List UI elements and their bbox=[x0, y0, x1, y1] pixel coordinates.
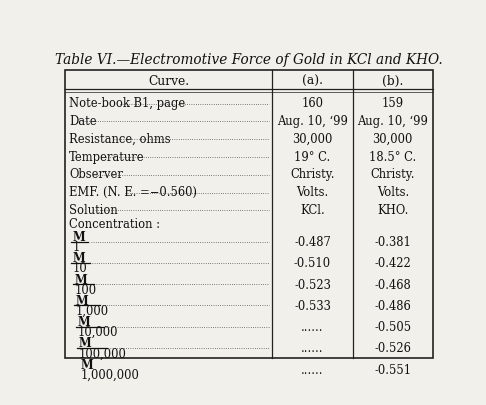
Text: EMF. (N. E. =−0.560): EMF. (N. E. =−0.560) bbox=[69, 186, 197, 199]
Text: -0.526: -0.526 bbox=[374, 341, 411, 354]
Text: 1,000: 1,000 bbox=[76, 304, 109, 317]
Text: Aug. 10, ‘99: Aug. 10, ‘99 bbox=[357, 115, 428, 128]
Text: Curve.: Curve. bbox=[148, 75, 190, 88]
Text: -0.551: -0.551 bbox=[374, 363, 411, 376]
Text: -0.468: -0.468 bbox=[374, 278, 411, 291]
Text: 10,000: 10,000 bbox=[77, 325, 118, 338]
Text: -0.486: -0.486 bbox=[374, 299, 411, 312]
Text: -0.523: -0.523 bbox=[294, 278, 331, 291]
Text: Aug. 10, ‘99: Aug. 10, ‘99 bbox=[277, 115, 348, 128]
Text: M: M bbox=[73, 230, 86, 243]
Text: -0.381: -0.381 bbox=[374, 235, 411, 248]
Text: -0.487: -0.487 bbox=[294, 235, 331, 248]
Text: Christy.: Christy. bbox=[370, 168, 415, 181]
Text: 18.5° C.: 18.5° C. bbox=[369, 150, 417, 163]
Text: (a).: (a). bbox=[302, 75, 323, 88]
Text: -0.422: -0.422 bbox=[374, 257, 411, 270]
Text: ......: ...... bbox=[301, 341, 324, 354]
Text: 1,000,000: 1,000,000 bbox=[80, 368, 139, 381]
Text: 1: 1 bbox=[73, 241, 80, 254]
Text: Observer: Observer bbox=[69, 168, 123, 181]
Text: 19° C.: 19° C. bbox=[295, 150, 330, 163]
Text: ......: ...... bbox=[301, 320, 324, 333]
Text: 160: 160 bbox=[301, 97, 324, 110]
Text: 100,000: 100,000 bbox=[79, 347, 127, 360]
Text: (b).: (b). bbox=[382, 75, 403, 88]
Text: Volts.: Volts. bbox=[296, 186, 329, 199]
Text: M: M bbox=[79, 337, 91, 350]
Text: -0.505: -0.505 bbox=[374, 320, 411, 333]
Text: 30,000: 30,000 bbox=[293, 132, 333, 145]
Text: M: M bbox=[77, 315, 90, 328]
Text: Concentration :: Concentration : bbox=[69, 217, 160, 230]
Text: M: M bbox=[80, 358, 93, 371]
Text: Temperature: Temperature bbox=[69, 150, 145, 163]
Text: Table VI.—Electromotive Force of Gold in KCl and KHO.: Table VI.—Electromotive Force of Gold in… bbox=[55, 53, 443, 67]
Text: M: M bbox=[74, 273, 87, 286]
Text: Note-book B1, page: Note-book B1, page bbox=[69, 97, 185, 110]
Text: -0.510: -0.510 bbox=[294, 257, 331, 270]
Text: Christy.: Christy. bbox=[290, 168, 335, 181]
Text: Date: Date bbox=[69, 115, 97, 128]
Text: M: M bbox=[76, 294, 88, 307]
Text: Solution: Solution bbox=[69, 203, 118, 216]
Text: KCl.: KCl. bbox=[300, 203, 325, 216]
Text: 10: 10 bbox=[73, 262, 87, 275]
Text: KHO.: KHO. bbox=[377, 203, 408, 216]
Text: 30,000: 30,000 bbox=[373, 132, 413, 145]
Text: 100: 100 bbox=[74, 283, 96, 296]
Text: -0.533: -0.533 bbox=[294, 299, 331, 312]
Text: 159: 159 bbox=[382, 97, 404, 110]
Text: Volts.: Volts. bbox=[377, 186, 409, 199]
Text: Resistance, ohms: Resistance, ohms bbox=[69, 132, 171, 145]
Text: ......: ...... bbox=[301, 363, 324, 376]
Text: M: M bbox=[73, 252, 86, 264]
